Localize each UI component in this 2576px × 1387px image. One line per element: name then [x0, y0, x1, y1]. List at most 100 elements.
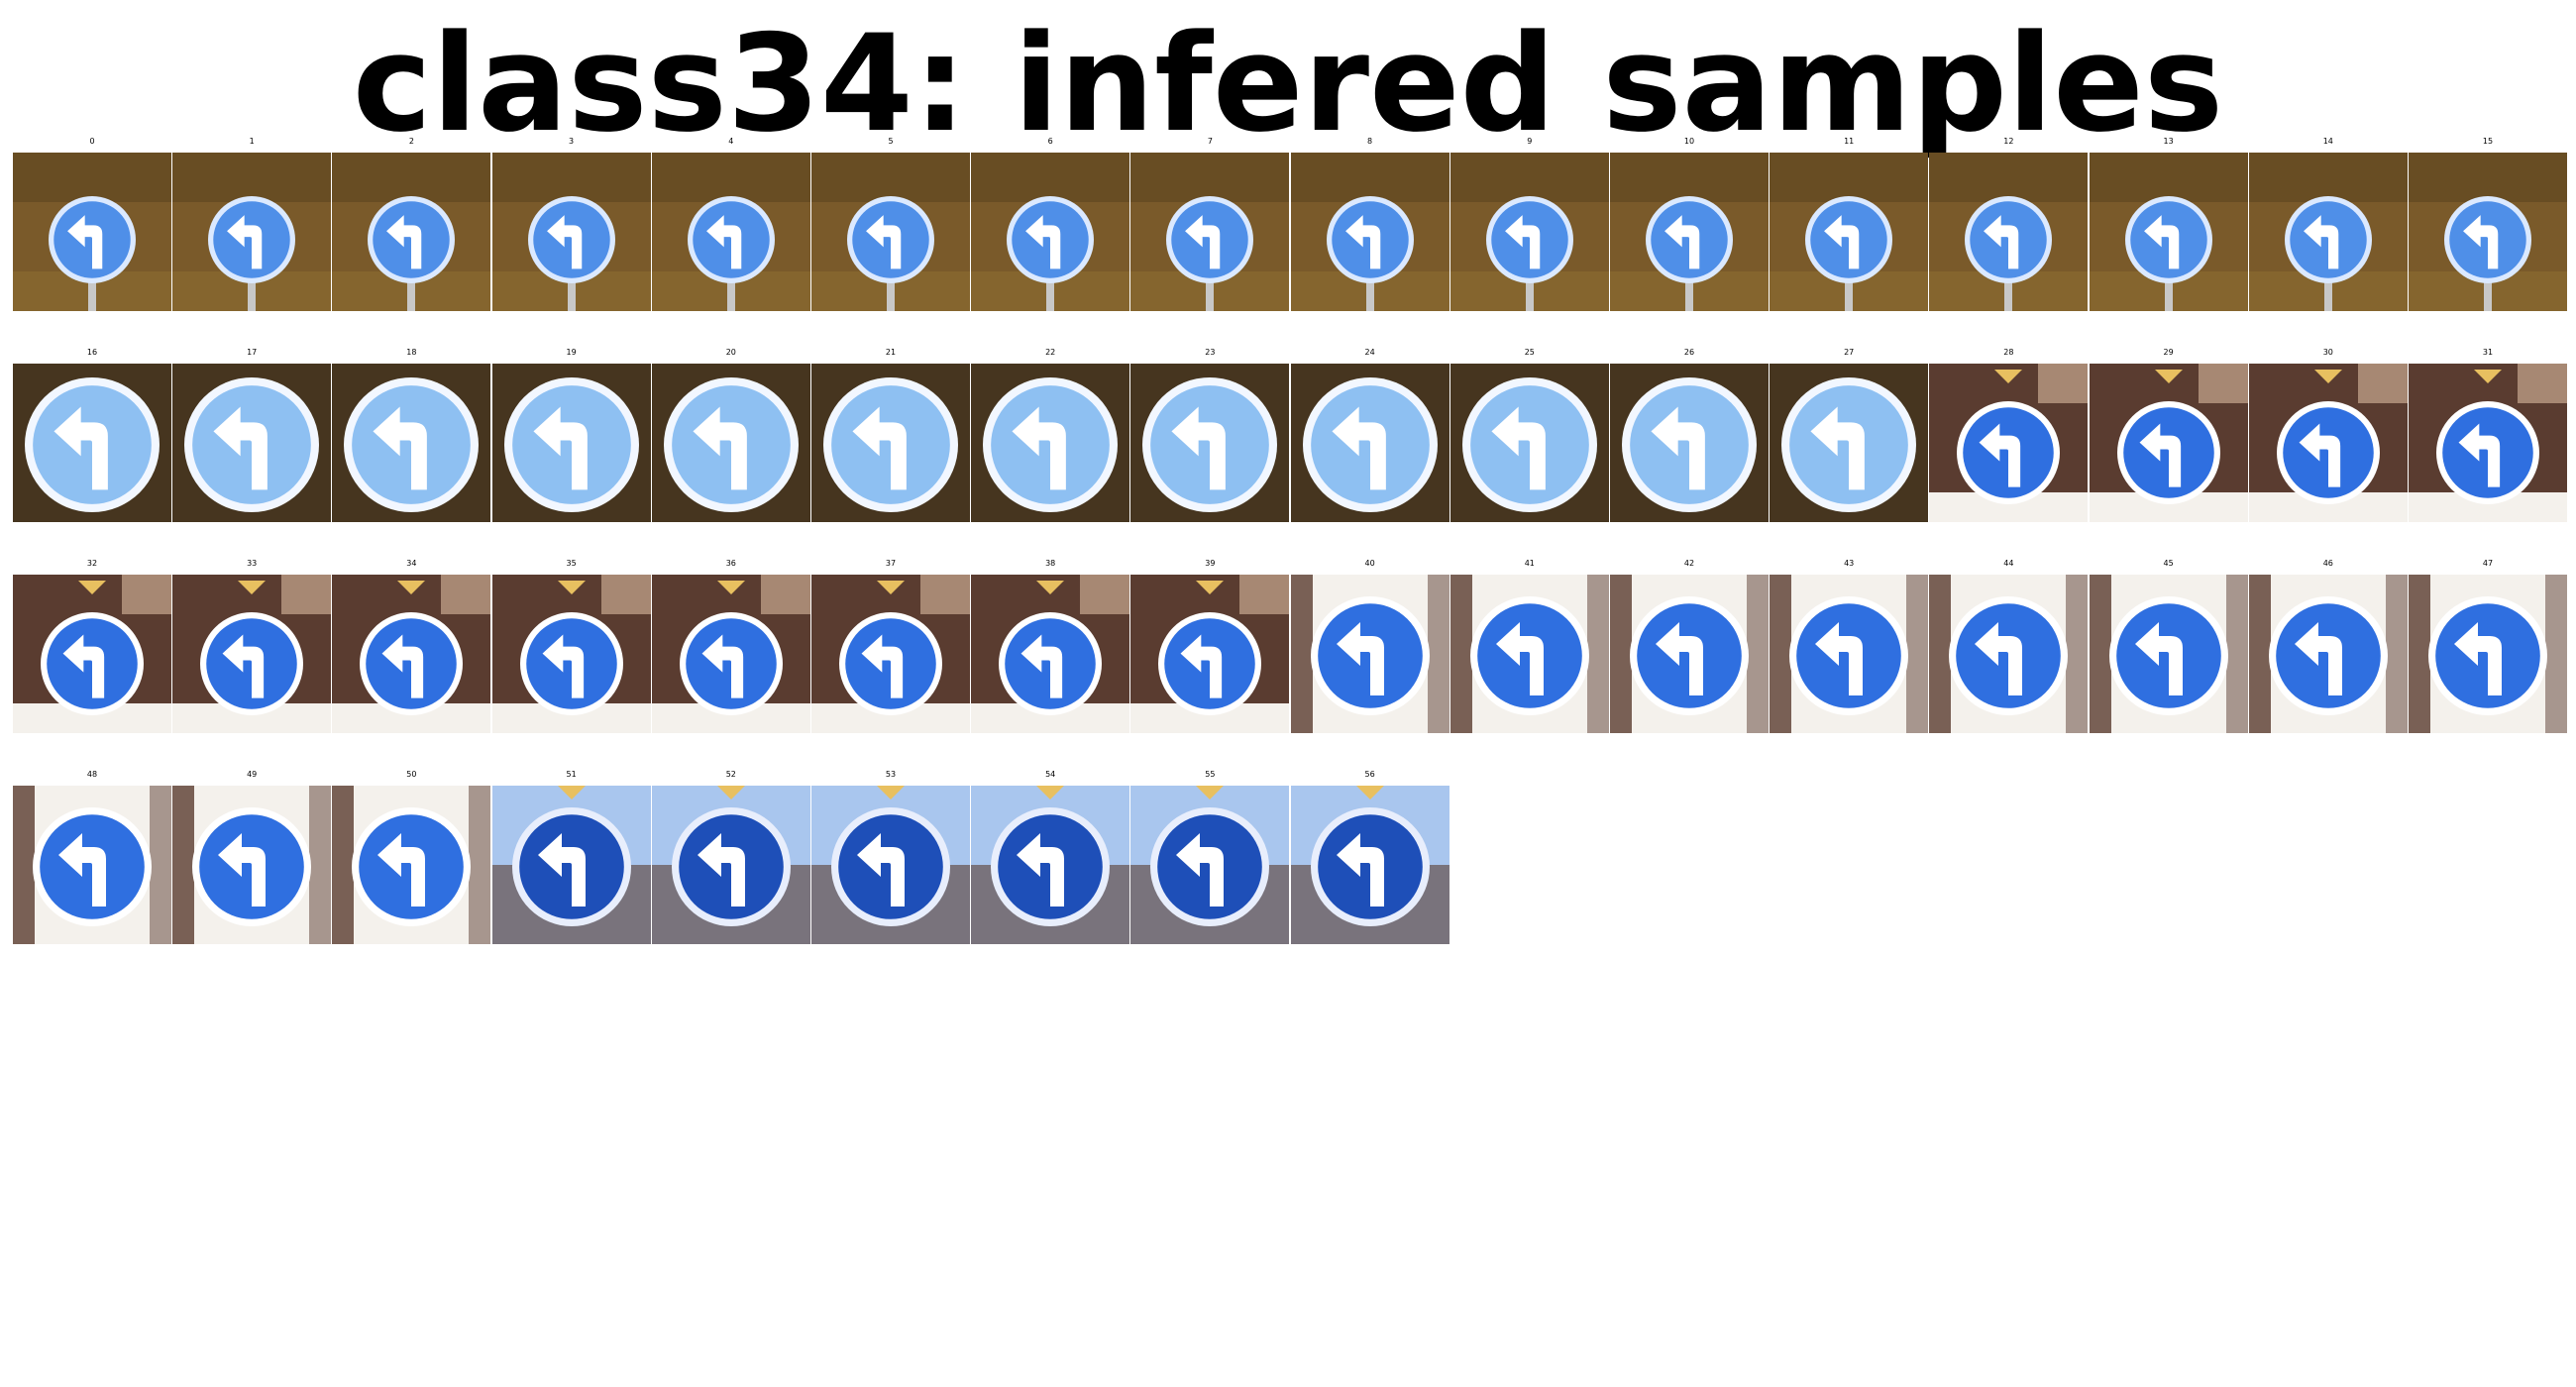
sample-index-label: 16: [86, 348, 98, 357]
sample-index-label: 29: [2163, 348, 2174, 357]
turn-left-arrow-icon: [2294, 622, 2342, 695]
turn-left-arrow-icon: [542, 634, 584, 698]
turn-left-arrow-icon: [1176, 833, 1225, 907]
sign-thumbnail: [2089, 153, 2248, 311]
sample-tile: 56: [1290, 768, 1449, 944]
sign-thumbnail: [1929, 575, 2089, 733]
sign-thumbnail: [172, 153, 332, 311]
sample-index-label: 1: [249, 137, 255, 146]
sample-index-label: 33: [247, 559, 258, 568]
sample-tile: 26: [1610, 346, 1769, 522]
turn-left-arrow-icon: [2139, 423, 2181, 487]
sample-tile: 12: [1929, 135, 2089, 311]
turn-left-arrow-icon: [1185, 215, 1221, 269]
sign-thumbnail: [1610, 153, 1769, 311]
sign-thumbnail: [13, 575, 171, 733]
sign-thumbnail: [1130, 364, 1290, 522]
sample-index-label: 42: [1683, 559, 1695, 568]
sign-thumbnail: [651, 153, 810, 311]
sample-tile: 19: [491, 346, 651, 522]
sample-index-label: 13: [2163, 137, 2174, 146]
sample-index-label: 24: [1364, 348, 1375, 357]
sample-tile: 13: [2089, 135, 2248, 311]
sign-thumbnail: [651, 786, 810, 944]
sign-thumbnail: [2248, 153, 2408, 311]
sample-index-label: 55: [1205, 770, 1216, 779]
turn-left-arrow-icon: [222, 634, 265, 698]
sign-thumbnail: [1449, 153, 1609, 311]
sample-tile: 41: [1449, 557, 1609, 733]
sample-index-label: 6: [1047, 137, 1053, 146]
turn-left-arrow-icon: [1984, 215, 2019, 269]
turn-left-arrow-icon: [1815, 622, 1864, 695]
turn-left-arrow-icon: [218, 833, 267, 907]
sample-index-label: 47: [2482, 559, 2494, 568]
sign-thumbnail: [971, 786, 1130, 944]
sample-tile: 35: [491, 557, 651, 733]
sign-disc: [831, 385, 950, 504]
sign-thumbnail: [651, 364, 810, 522]
sample-index-label: 37: [885, 559, 897, 568]
sample-index-label: 26: [1683, 348, 1695, 357]
sample-index-label: 43: [1844, 559, 1855, 568]
sign-thumbnail: [2248, 575, 2408, 733]
sample-tile: 40: [1290, 557, 1449, 733]
sample-index-label: 5: [888, 137, 894, 146]
sample-index-label: 50: [406, 770, 417, 779]
turn-left-arrow-icon: [866, 215, 902, 269]
sample-tile: 16: [13, 346, 171, 522]
sample-tile: 46: [2248, 557, 2408, 733]
sign-thumbnail: [2409, 153, 2567, 311]
sign-thumbnail: [1130, 786, 1290, 944]
sample-index-label: 40: [1364, 559, 1375, 568]
sample-tile: 50: [332, 768, 491, 944]
sign-thumbnail: [651, 575, 810, 733]
turn-left-arrow-icon: [1344, 215, 1380, 269]
turn-left-arrow-icon: [1495, 622, 1544, 695]
sample-index-label: 34: [406, 559, 417, 568]
sign-thumbnail: [1290, 364, 1449, 522]
sample-index-label: 11: [1844, 137, 1855, 146]
sample-tile: 43: [1770, 557, 1929, 733]
sign-thumbnail: [1290, 153, 1449, 311]
sign-thumbnail: [1290, 575, 1449, 733]
turn-left-arrow-icon: [693, 406, 747, 490]
turn-left-arrow-icon: [2134, 622, 2183, 695]
sample-tile: 1: [172, 135, 332, 311]
sample-index-label: 35: [566, 559, 577, 568]
sample-index-label: 51: [566, 770, 577, 779]
sample-index-label: 41: [1524, 559, 1535, 568]
turn-left-arrow-icon: [1017, 833, 1065, 907]
sign-disc: [671, 385, 791, 504]
sample-index-label: 45: [2163, 559, 2174, 568]
sample-index-label: 36: [725, 559, 736, 568]
sample-index-label: 17: [247, 348, 258, 357]
sample-index-label: 32: [86, 559, 98, 568]
turn-left-arrow-icon: [533, 406, 588, 490]
sample-tile: 7: [1130, 135, 1290, 311]
turn-left-arrow-icon: [373, 406, 428, 490]
sample-tile: 55: [1130, 768, 1290, 944]
sign-thumbnail: [13, 364, 171, 522]
sample-tile: 27: [1770, 346, 1929, 522]
sample-index-label: 2: [408, 137, 414, 146]
sample-index-label: 49: [247, 770, 258, 779]
turn-left-arrow-icon: [1491, 406, 1546, 490]
sample-tile: 14: [2248, 135, 2408, 311]
sample-index-label: 19: [566, 348, 577, 357]
turn-left-arrow-icon: [1664, 215, 1700, 269]
sample-index-label: 21: [885, 348, 897, 357]
sample-index-label: 9: [1527, 137, 1533, 146]
sign-thumbnail: [491, 153, 651, 311]
sign-thumbnail: [1929, 364, 2089, 522]
turn-left-arrow-icon: [1171, 406, 1227, 490]
sign-thumbnail: [971, 575, 1130, 733]
sample-tile: 53: [811, 768, 970, 944]
sign-thumbnail: [332, 364, 491, 522]
turn-left-arrow-icon: [381, 634, 424, 698]
sample-index-label: 48: [86, 770, 98, 779]
sign-thumbnail: [332, 153, 491, 311]
turn-left-arrow-icon: [2143, 215, 2179, 269]
turn-left-arrow-icon: [1336, 833, 1384, 907]
sign-thumbnail: [971, 364, 1130, 522]
